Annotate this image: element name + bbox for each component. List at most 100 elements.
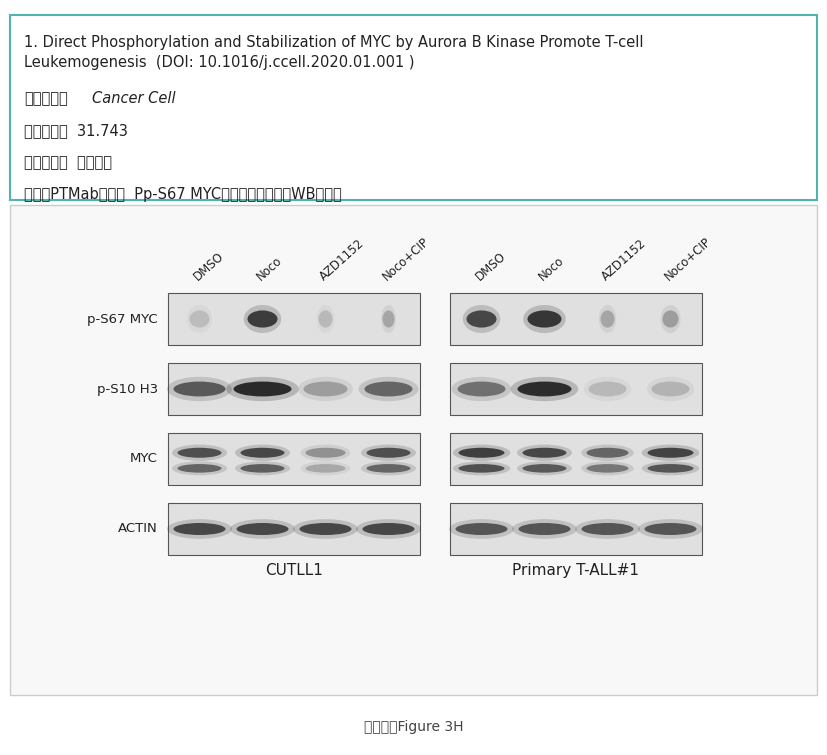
- Ellipse shape: [298, 377, 353, 401]
- Ellipse shape: [358, 377, 418, 401]
- Ellipse shape: [586, 448, 629, 458]
- Text: 影响因子：  31.743: 影响因子： 31.743: [24, 123, 128, 138]
- Ellipse shape: [361, 461, 416, 476]
- Text: 合作单位：  武汉大学: 合作单位： 武汉大学: [24, 155, 112, 170]
- Ellipse shape: [167, 377, 232, 401]
- FancyBboxPatch shape: [168, 503, 420, 555]
- Text: Primary T-ALL#1: Primary T-ALL#1: [513, 563, 639, 578]
- Text: MYC: MYC: [130, 452, 158, 466]
- Ellipse shape: [466, 310, 496, 328]
- Ellipse shape: [172, 461, 227, 476]
- Ellipse shape: [237, 523, 289, 535]
- Ellipse shape: [644, 523, 696, 535]
- Ellipse shape: [519, 523, 571, 535]
- Ellipse shape: [652, 381, 690, 396]
- Text: Leukemogenesis  (DOI: 10.1016/j.ccell.2020.01.001 ): Leukemogenesis (DOI: 10.1016/j.ccell.202…: [24, 55, 414, 70]
- FancyBboxPatch shape: [450, 503, 702, 555]
- Ellipse shape: [174, 523, 226, 535]
- Ellipse shape: [586, 464, 629, 473]
- Ellipse shape: [638, 519, 703, 539]
- Ellipse shape: [233, 381, 291, 396]
- Ellipse shape: [317, 305, 334, 333]
- FancyBboxPatch shape: [168, 293, 420, 345]
- Ellipse shape: [178, 448, 222, 458]
- Ellipse shape: [457, 381, 505, 396]
- Ellipse shape: [528, 310, 562, 328]
- Ellipse shape: [512, 519, 577, 539]
- Ellipse shape: [648, 448, 694, 458]
- Text: 1. Direct Phosphorylation and Stabilization of MYC by Aurora B Kinase Promote T-: 1. Direct Phosphorylation and Stabilizat…: [24, 35, 643, 50]
- Text: CUTLL1: CUTLL1: [265, 563, 323, 578]
- Text: p-S10 H3: p-S10 H3: [97, 383, 158, 396]
- Text: p-S67 MYC: p-S67 MYC: [88, 313, 158, 325]
- Ellipse shape: [463, 305, 500, 333]
- FancyBboxPatch shape: [450, 433, 702, 485]
- Ellipse shape: [305, 448, 346, 458]
- Ellipse shape: [299, 523, 351, 535]
- Ellipse shape: [241, 464, 284, 473]
- Ellipse shape: [362, 523, 414, 535]
- Ellipse shape: [452, 445, 510, 461]
- Ellipse shape: [662, 310, 678, 328]
- Ellipse shape: [167, 519, 232, 539]
- Ellipse shape: [235, 445, 290, 461]
- Ellipse shape: [361, 445, 416, 461]
- Text: Noco+CIP: Noco+CIP: [662, 235, 714, 283]
- Ellipse shape: [365, 381, 413, 396]
- Text: AZD1152: AZD1152: [599, 236, 648, 283]
- Text: 涉及的PTMab产品：  Pp-S67 MYC抗体定制（应用于WB实验）: 涉及的PTMab产品： Pp-S67 MYC抗体定制（应用于WB实验）: [24, 187, 342, 202]
- Ellipse shape: [523, 305, 566, 333]
- Ellipse shape: [174, 381, 226, 396]
- Ellipse shape: [458, 448, 504, 458]
- Ellipse shape: [647, 377, 694, 401]
- FancyBboxPatch shape: [10, 205, 817, 695]
- Ellipse shape: [305, 464, 346, 473]
- Ellipse shape: [230, 519, 295, 539]
- Ellipse shape: [366, 464, 410, 473]
- Ellipse shape: [517, 461, 572, 476]
- Ellipse shape: [449, 519, 514, 539]
- Ellipse shape: [456, 523, 508, 535]
- Ellipse shape: [356, 519, 421, 539]
- Ellipse shape: [381, 305, 396, 333]
- Ellipse shape: [383, 310, 394, 328]
- Text: Cancer Cell: Cancer Cell: [92, 91, 175, 106]
- Ellipse shape: [300, 445, 351, 461]
- Text: Noco: Noco: [536, 254, 566, 283]
- Text: DMSO: DMSO: [473, 249, 508, 283]
- Text: 发表期刊：: 发表期刊：: [24, 91, 68, 106]
- FancyBboxPatch shape: [450, 363, 702, 415]
- Ellipse shape: [452, 377, 512, 401]
- Ellipse shape: [600, 310, 614, 328]
- Ellipse shape: [235, 461, 290, 476]
- Ellipse shape: [304, 381, 347, 396]
- Ellipse shape: [293, 519, 358, 539]
- Ellipse shape: [187, 305, 212, 333]
- FancyBboxPatch shape: [10, 15, 817, 200]
- Text: DMSO: DMSO: [191, 249, 226, 283]
- Ellipse shape: [575, 519, 640, 539]
- Ellipse shape: [172, 445, 227, 461]
- Text: Noco+CIP: Noco+CIP: [380, 235, 432, 283]
- Ellipse shape: [523, 464, 566, 473]
- FancyBboxPatch shape: [168, 433, 420, 485]
- Ellipse shape: [581, 523, 633, 535]
- Ellipse shape: [227, 377, 299, 401]
- Ellipse shape: [318, 310, 332, 328]
- Ellipse shape: [642, 445, 700, 461]
- Ellipse shape: [511, 377, 578, 401]
- Text: AZD1152: AZD1152: [317, 236, 366, 283]
- Ellipse shape: [648, 464, 694, 473]
- FancyBboxPatch shape: [450, 293, 702, 345]
- Ellipse shape: [581, 461, 633, 476]
- Ellipse shape: [247, 310, 278, 328]
- Ellipse shape: [458, 464, 504, 473]
- Ellipse shape: [523, 448, 566, 458]
- Ellipse shape: [300, 461, 351, 476]
- Ellipse shape: [517, 445, 572, 461]
- Ellipse shape: [581, 445, 633, 461]
- Ellipse shape: [584, 377, 631, 401]
- Ellipse shape: [518, 381, 571, 396]
- Ellipse shape: [452, 461, 510, 476]
- Ellipse shape: [189, 310, 209, 328]
